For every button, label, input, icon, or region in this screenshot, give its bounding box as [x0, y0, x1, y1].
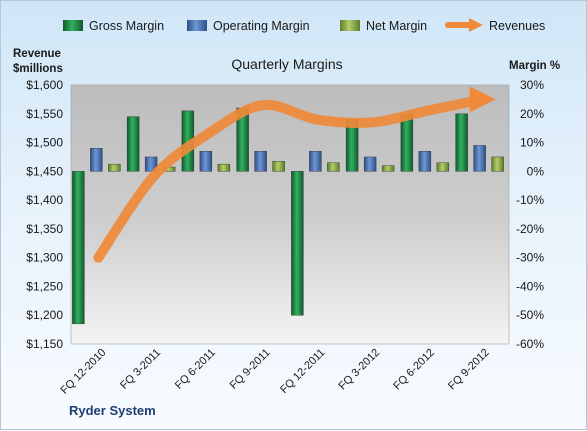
gross-margin-bar [72, 171, 84, 324]
left-tick-label: $1,150 [26, 337, 63, 351]
category-label: FQ 6-2012 [391, 347, 437, 393]
left-tick-label: $1,300 [26, 251, 63, 265]
right-tick-label: 20% [520, 107, 544, 121]
company-label: Ryder System [69, 403, 156, 418]
gross-margin-bar [401, 114, 413, 172]
operating-margin-bar [419, 151, 431, 171]
right-axis-title: Margin % [509, 60, 560, 72]
legend-swatch-gross-margin [63, 20, 83, 31]
net-margin-bar [492, 157, 504, 171]
right-tick-label: -30% [516, 251, 544, 265]
right-tick-label: -60% [516, 337, 544, 351]
gross-margin-bar [127, 117, 139, 172]
left-tick-label: $1,450 [26, 164, 63, 178]
legend-label-gross-margin: Gross Margin [89, 19, 164, 33]
legend-label-net-margin: Net Margin [366, 19, 427, 33]
operating-margin-bar [200, 151, 212, 171]
left-tick-label: $1,600 [26, 78, 63, 92]
left-tick-label: $1,250 [26, 279, 63, 293]
legend-swatch-net-margin [340, 20, 360, 31]
left-tick-label: $1,400 [26, 193, 63, 207]
right-tick-label: -50% [516, 308, 544, 322]
net-margin-bar [382, 166, 394, 172]
gross-margin-bar [456, 114, 468, 172]
left-tick-label: $1,200 [26, 308, 63, 322]
right-tick-label: 10% [520, 136, 544, 150]
net-margin-bar [218, 164, 230, 171]
legend-swatch-revenues [448, 18, 483, 32]
legend: Gross Margin Operating Margin Net Margin… [63, 18, 545, 33]
category-label: FQ 12-2010 [59, 347, 109, 397]
operating-margin-bar [309, 151, 321, 171]
legend-label-revenues: Revenues [489, 19, 545, 33]
category-label: FQ 3-2012 [337, 347, 383, 393]
legend-swatch-operating-margin [187, 20, 207, 31]
gross-margin-bar [291, 171, 303, 315]
operating-margin-bar [474, 145, 486, 171]
left-tick-label: $1,550 [26, 107, 63, 121]
category-label: FQ 9-2011 [228, 347, 273, 392]
left-axis-title-line1: Revenue [13, 48, 61, 60]
right-tick-label: 30% [520, 78, 544, 92]
chart-title: Quarterly Margins [231, 56, 342, 72]
category-label: FQ 3-2011 [118, 347, 163, 392]
net-margin-bar [437, 163, 449, 172]
left-tick-label: $1,500 [26, 136, 63, 150]
left-tick-label: $1,350 [26, 222, 63, 236]
category-label: FQ 12-2011 [278, 347, 327, 396]
right-tick-label: -40% [516, 279, 544, 293]
net-margin-bar [273, 161, 285, 171]
category-label: FQ 9-2012 [446, 347, 492, 393]
legend-label-operating-margin: Operating Margin [213, 19, 310, 33]
right-tick-label: -20% [516, 222, 544, 236]
left-axis-title-line2: $millions [13, 63, 63, 75]
right-tick-label: 0% [527, 164, 545, 178]
category-label: FQ 6-2011 [173, 347, 218, 392]
right-tick-label: -10% [516, 193, 544, 207]
net-margin-bar [327, 163, 339, 172]
operating-margin-bar [255, 151, 267, 171]
net-margin-bar [108, 164, 120, 171]
operating-margin-bar [90, 148, 102, 171]
operating-margin-bar [364, 157, 376, 171]
